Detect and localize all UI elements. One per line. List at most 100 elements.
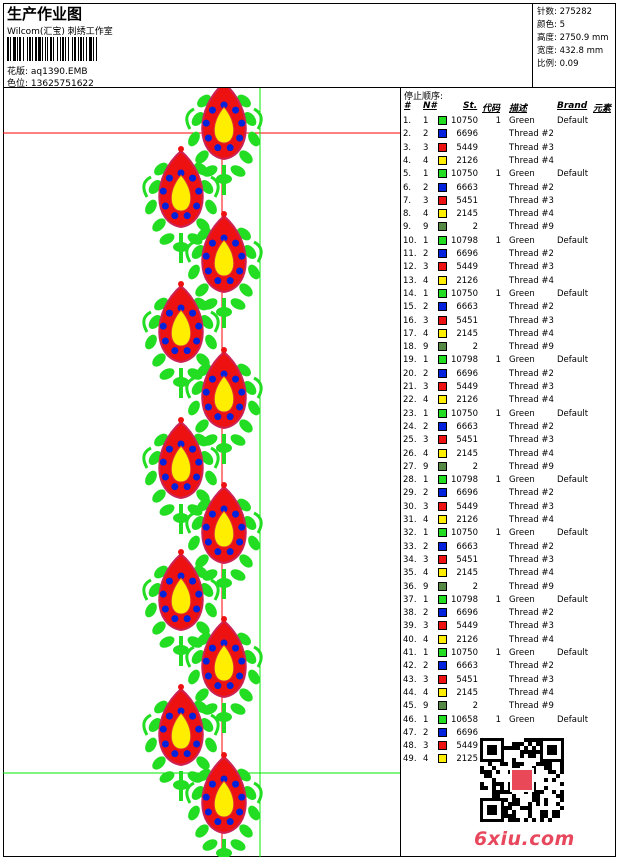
row-seq: 28. — [403, 475, 417, 486]
green-leaf — [243, 515, 257, 531]
row-needle: 2 — [423, 182, 429, 193]
red-tip — [178, 549, 184, 555]
blue-dot — [189, 174, 197, 182]
green-leaf — [148, 582, 162, 598]
green-leaf — [200, 582, 214, 598]
green-leaf — [188, 131, 200, 147]
green-leaf — [148, 179, 162, 195]
color-swatch — [438, 475, 447, 485]
blue-dot — [204, 134, 212, 142]
blue-dot — [202, 657, 210, 665]
color-swatch — [438, 129, 447, 139]
row-desc: Thread #4 — [509, 448, 554, 459]
table-row: 26. 4 2145 Thread #4 — [401, 448, 616, 461]
table-row: 39. 3 5449 Thread #3 — [401, 620, 616, 633]
table-row: 29. 2 6696 Thread #2 — [401, 487, 616, 500]
row-code: 1 — [495, 169, 501, 180]
blue-dot — [238, 523, 246, 531]
qr-module — [496, 790, 500, 794]
color-swatch — [438, 421, 447, 431]
color-swatch — [438, 395, 447, 405]
barcode-bar — [29, 37, 31, 61]
qr-module — [500, 782, 504, 786]
row-seq: 44. — [403, 687, 417, 698]
qr-module — [528, 806, 532, 810]
row-seq: 6. — [403, 182, 412, 193]
green-leaf — [195, 554, 209, 568]
blue-dot — [165, 309, 173, 317]
table-row: 22. 4 2126 Thread #4 — [401, 394, 616, 407]
qr-module — [544, 762, 548, 766]
row-needle: 1 — [423, 288, 429, 299]
row-brand: Default — [557, 648, 589, 658]
row-desc: Thread #4 — [509, 634, 554, 645]
barcode-bar — [83, 37, 84, 61]
row-code: 1 — [495, 475, 501, 486]
qr-module — [508, 806, 512, 810]
qr-module — [560, 806, 564, 810]
red-tip — [178, 417, 184, 423]
stop-sequence-table: 停止顺序: # N# St. 代码 描述 Brand 元素 1. 1 10750 1 G… — [401, 88, 616, 857]
blue-dot — [232, 239, 240, 247]
barcode-bar — [53, 37, 54, 61]
yellow-center — [170, 712, 192, 750]
row-code: 1 — [495, 648, 501, 658]
qr-module — [524, 746, 528, 750]
barcode-bar — [10, 37, 11, 61]
green-scroll — [185, 645, 263, 668]
row-seq: 31. — [403, 515, 417, 525]
row-seq: 1. — [403, 116, 412, 126]
blue-dot — [220, 101, 228, 109]
green-leaf — [195, 419, 209, 433]
row-desc: Thread #4 — [509, 395, 554, 406]
blue-dot — [195, 725, 203, 733]
row-seq: 45. — [403, 701, 417, 712]
barcode-bar — [74, 37, 76, 61]
barcode-bar — [86, 37, 87, 61]
color-swatch — [438, 621, 447, 631]
row-seq: 3. — [403, 142, 412, 153]
green-leaf — [230, 703, 246, 715]
blue-dot — [214, 144, 222, 152]
table-row: 24. 2 6663 Thread #2 — [401, 421, 616, 434]
blue-dot — [220, 505, 228, 513]
row-stitches: 2 — [472, 581, 478, 592]
green-leaf — [205, 199, 217, 215]
green-leaf — [196, 218, 210, 232]
row-stitches: 2145 — [456, 568, 478, 579]
color-swatch — [438, 634, 447, 644]
barcode-bar — [96, 37, 97, 61]
qr-module — [504, 806, 508, 810]
color-swatch — [438, 528, 447, 538]
green-leaf — [152, 621, 166, 635]
blue-dot — [236, 538, 244, 546]
barcode-bar — [60, 37, 61, 61]
green-leaf — [205, 737, 217, 753]
blue-dot — [202, 119, 210, 127]
green-leaf — [248, 805, 260, 821]
blue-dot — [208, 106, 216, 114]
blue-dot — [208, 375, 216, 383]
blue-dot — [236, 672, 244, 680]
row-stitches: 2145 — [456, 687, 478, 698]
barcode-bar — [72, 37, 73, 61]
blue-dot — [193, 605, 201, 613]
green-leaf — [191, 785, 205, 801]
table-row: 40. 4 2126 Thread #4 — [401, 634, 616, 647]
row-brand: Default — [557, 594, 589, 605]
qr-module — [504, 810, 508, 814]
qr-module — [524, 818, 528, 822]
row-seq: 4. — [403, 155, 412, 166]
row-needle: 1 — [423, 528, 429, 539]
row-desc: Thread #2 — [509, 302, 554, 313]
color-swatch — [438, 368, 447, 378]
green-leaf — [148, 450, 162, 466]
row-stitches: 6696 — [456, 727, 478, 738]
barcode-bar — [50, 37, 52, 61]
barcode-bar — [62, 37, 64, 61]
qr-module — [560, 790, 564, 794]
green-scroll — [142, 175, 220, 198]
row-seq: 27. — [403, 461, 417, 472]
row-stitches: 6663 — [456, 541, 478, 552]
green-leaf — [188, 535, 200, 551]
